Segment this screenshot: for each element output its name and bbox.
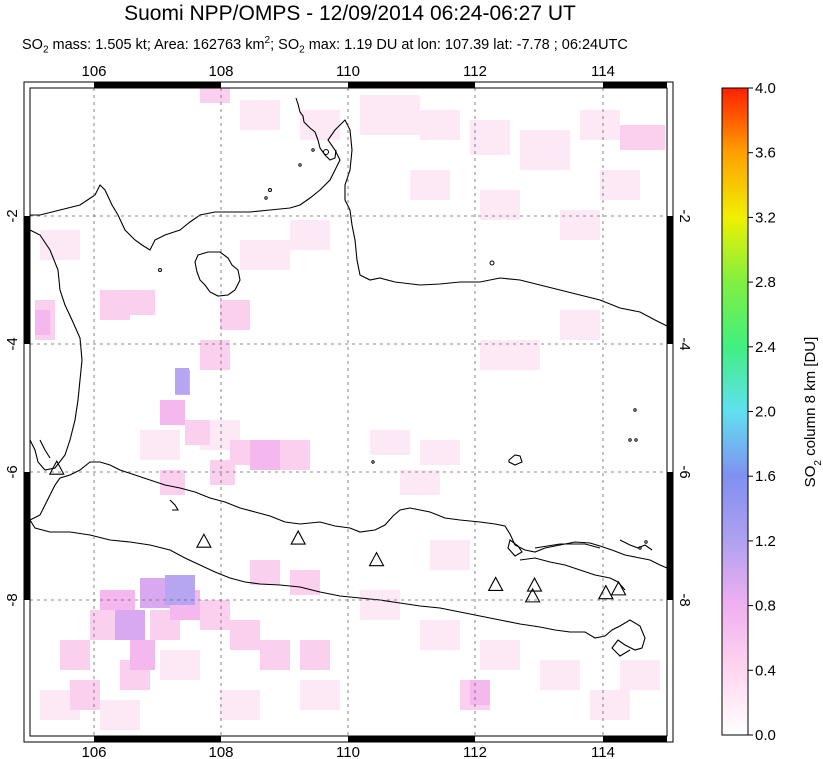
lon-label-bottom: 106 (81, 744, 106, 759)
so2-pixels (35, 88, 665, 730)
lon-label-bottom: 114 (591, 744, 615, 759)
volcano-triangle-icon (610, 580, 627, 596)
lon-label-top: 112 (463, 63, 487, 80)
lat-label-right: -4 (676, 337, 693, 350)
colorbar-tick-label: 3.6 (755, 145, 776, 162)
volcano-triangle-icon (368, 551, 385, 567)
volcano-triangle-icon (195, 533, 212, 548)
colorbar-tick-label: 2.8 (755, 274, 776, 291)
volcano-triangle-icon (48, 460, 65, 475)
lat-label-left: -4 (4, 337, 21, 350)
colorbar: 0.0 0.4 0.8 1.2 1.6 2.0 2.4 2.8 3.2 3.6 4.0 SO2 co… (721, 80, 823, 744)
lat-label-left: -6 (4, 465, 21, 478)
volcano-triangle-icon (524, 587, 541, 603)
colorbar-tick-label: 4.0 (755, 80, 776, 97)
lon-labels-bottom: 106 108 110 112 114 (81, 744, 614, 759)
colorbar-tick-label: 0.4 (755, 662, 776, 679)
lon-label-top: 108 (208, 63, 233, 80)
small-islands (158, 148, 648, 550)
colorbar-tick-label: 0.0 (755, 727, 776, 744)
colorbar-ticks: 0.0 0.4 0.8 1.2 1.6 2.0 2.4 2.8 3.2 3.6 4.0 (748, 80, 776, 744)
lon-label-top: 114 (591, 63, 615, 80)
lat-label-left: -2 (4, 209, 21, 222)
lon-label-bottom: 112 (463, 744, 487, 759)
lat-label-right: -6 (676, 465, 693, 478)
colorbar-tick-label: 2.4 (755, 339, 776, 356)
volcano-triangle-icon (487, 576, 504, 591)
graticule (30, 88, 667, 736)
colorbar-tick-label: 1.6 (755, 468, 776, 485)
colorbar-title: SO2 column 8 km [DU] (802, 337, 823, 488)
map-title: Suomi NPP/OMPS - 12/09/2014 06:24-06:27 … (124, 2, 576, 25)
lon-labels-top: 106 108 110 112 114 (81, 63, 614, 80)
lon-label-bottom: 110 (336, 744, 360, 759)
map-frame (23, 81, 674, 743)
colorbar-tick-label: 1.2 (755, 533, 776, 550)
colorbar-tick-label: 3.2 (755, 209, 776, 226)
lat-labels-right: -2 -4 -6 -8 (676, 209, 693, 606)
volcano-triangle-icon (526, 576, 543, 592)
lat-label-right: -2 (676, 209, 693, 222)
lat-label-right: -8 (676, 593, 693, 606)
lat-labels-left: -2 -4 -6 -8 (4, 209, 21, 606)
volcano-markers (48, 460, 627, 603)
lon-label-top: 106 (81, 63, 106, 80)
coastlines (30, 97, 667, 657)
lon-label-bottom: 108 (208, 744, 233, 759)
volcano-triangle-icon (290, 529, 307, 545)
colorbar-gradient (721, 87, 749, 736)
map-subtitle: SO2 mass: 1.505 kt; Area: 162763 km2; SO… (22, 35, 628, 56)
colorbar-tick-label: 2.0 (755, 404, 776, 421)
volcano-triangle-icon (597, 584, 614, 600)
colorbar-tick-label: 0.8 (755, 598, 776, 615)
lon-label-top: 110 (336, 63, 360, 80)
lat-label-left: -8 (4, 593, 21, 606)
